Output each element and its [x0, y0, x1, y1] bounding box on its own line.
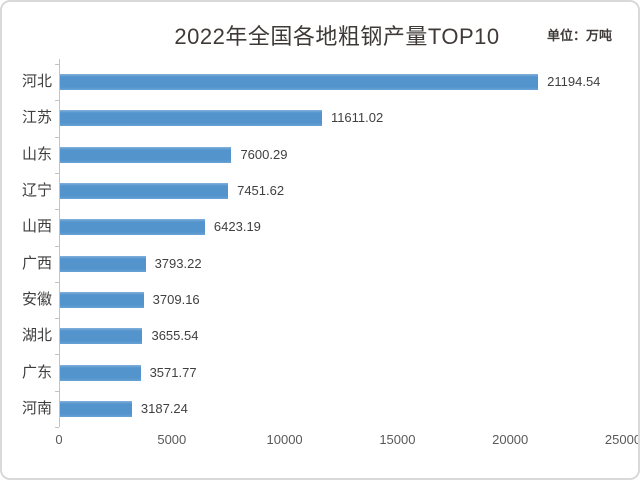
axis-tick — [55, 390, 59, 392]
x-axis-tick-label: 15000 — [379, 432, 416, 447]
value-label: 7600.29 — [240, 146, 288, 162]
value-label: 3709.16 — [152, 291, 200, 307]
unit-label: 单位：万吨 — [546, 28, 612, 43]
chart-title: 2022年全国各地粗钢产量TOP10 — [174, 24, 500, 49]
bar — [60, 219, 205, 236]
axis-tick — [55, 172, 59, 174]
value-label: 3655.54 — [151, 328, 199, 344]
x-axis-tick-label: 10000 — [266, 432, 303, 447]
category-label: 河南 — [21, 399, 52, 417]
axis-tick — [55, 100, 59, 102]
axis-tick — [55, 318, 59, 320]
value-label: 3571.77 — [149, 364, 197, 380]
x-axis-tick-label: 5000 — [157, 432, 187, 447]
bar — [60, 183, 229, 200]
category-axis-line — [59, 59, 60, 427]
category-label: 湖北 — [21, 327, 52, 345]
value-label: 11611.02 — [330, 110, 384, 126]
value-label: 3793.22 — [154, 255, 202, 271]
bar — [60, 328, 143, 345]
axis-tick — [55, 136, 59, 138]
axis-tick — [55, 354, 59, 356]
bar — [60, 146, 232, 163]
bar — [60, 364, 141, 381]
bar — [60, 110, 322, 127]
category-label: 广东 — [21, 363, 52, 381]
category-label: 安徽 — [21, 290, 52, 308]
value-label: 6423.19 — [213, 219, 261, 235]
axis-tick — [55, 209, 59, 211]
category-label: 山西 — [21, 218, 52, 236]
axis-tick — [55, 245, 59, 247]
category-label: 辽宁 — [21, 182, 52, 200]
bar — [60, 74, 539, 91]
x-axis-tick-label: 25000 — [604, 432, 640, 447]
axis-tick — [55, 427, 59, 428]
category-label: 山东 — [21, 145, 52, 163]
x-axis-tick-label: 0 — [55, 432, 63, 447]
bar — [60, 255, 146, 272]
value-label: 3187.24 — [140, 400, 188, 416]
axis-tick — [55, 64, 59, 65]
bar — [60, 291, 144, 308]
axis-tick — [55, 281, 59, 283]
category-label: 广西 — [21, 254, 52, 272]
category-label: 河北 — [21, 73, 52, 91]
bar — [60, 400, 132, 417]
x-axis-tick-label: 20000 — [492, 432, 529, 447]
category-label: 江苏 — [21, 109, 52, 127]
value-label: 21194.54 — [547, 74, 601, 90]
value-label: 7451.62 — [237, 183, 285, 199]
